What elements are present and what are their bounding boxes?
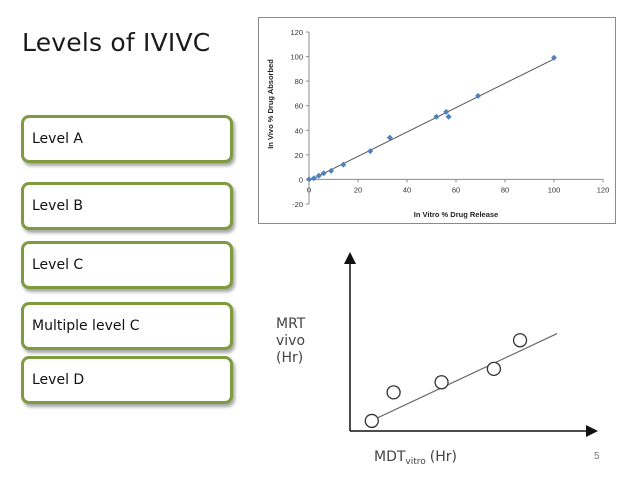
chart1-data-point bbox=[433, 113, 440, 120]
chart1-x-tick-label: 20 bbox=[354, 185, 362, 194]
chart1-y-tick-label: -20 bbox=[292, 200, 303, 209]
chart1-y-tick-label: 40 bbox=[295, 126, 303, 135]
chart1-y-tick-label: 60 bbox=[295, 102, 303, 111]
ivivc-level-c-chart: MRT vivo (Hr) MDTvitro (Hr) bbox=[262, 246, 602, 468]
chart1-data-point bbox=[340, 161, 347, 168]
chart1-data-point bbox=[551, 54, 557, 61]
level-a-label: Level A bbox=[32, 131, 83, 147]
level-c-box[interactable]: Level C bbox=[21, 241, 233, 289]
chart2-data-point bbox=[512, 333, 528, 348]
chart1-x-tick-label: 40 bbox=[403, 185, 411, 194]
chart2-y-label-line-1: MRT bbox=[276, 316, 306, 332]
chart1-x-tick-label: 120 bbox=[597, 185, 610, 194]
level-d-label: Level D bbox=[32, 372, 85, 388]
chart1-trendline bbox=[308, 58, 555, 182]
chart1-y-tick-label: 100 bbox=[290, 53, 303, 62]
chart1-x-tick-label: 80 bbox=[501, 185, 509, 194]
chart1-data-point bbox=[328, 167, 335, 174]
chart1-y-tick-label: 20 bbox=[295, 151, 303, 160]
chart1-data-point bbox=[445, 113, 452, 120]
chart1-data-point bbox=[306, 176, 312, 183]
multiple-level-c-label: Multiple level C bbox=[32, 318, 140, 334]
level-d-box[interactable]: Level D bbox=[21, 356, 233, 404]
multiple-level-c-box[interactable]: Multiple level C bbox=[21, 302, 233, 350]
chart1-data-point bbox=[367, 148, 374, 155]
chart2-svg: MRT vivo (Hr) MDTvitro (Hr) bbox=[276, 252, 598, 467]
chart1-y-tick-label: 80 bbox=[295, 77, 303, 86]
chart1-data-point bbox=[320, 170, 327, 177]
chart1-data-point bbox=[315, 172, 322, 179]
chart2-x-label-main: MDT bbox=[374, 449, 406, 465]
slide-title: Levels of IVIVC bbox=[22, 28, 211, 57]
chart1-data-point bbox=[475, 92, 482, 99]
chart1-data-point bbox=[310, 175, 317, 182]
chart1-data-point bbox=[443, 108, 450, 115]
chart1-data-point bbox=[386, 134, 393, 141]
chart2-x-label-sub: vitro bbox=[405, 457, 426, 467]
chart2-data-point bbox=[364, 413, 379, 429]
chart1-y-axis-label: In Vivo % Drug Absorbed bbox=[266, 59, 275, 149]
chart2-data-point bbox=[386, 385, 401, 400]
chart1-x-tick-label: 100 bbox=[548, 185, 561, 194]
chart2-data-point bbox=[486, 361, 502, 376]
page-number: 5 bbox=[594, 451, 600, 462]
chart2-y-label-line-3: (Hr) bbox=[276, 350, 303, 366]
level-b-box[interactable]: Level B bbox=[21, 182, 233, 230]
chart1-y-tick-label: 120 bbox=[290, 28, 303, 37]
chart2-trendline bbox=[367, 333, 558, 424]
chart1-y-tick-label: 0 bbox=[299, 175, 303, 184]
level-a-box[interactable]: Level A bbox=[21, 115, 233, 163]
chart2-data-point bbox=[434, 375, 449, 390]
chart1-x-axis-label: In Vitro % Drug Release bbox=[414, 210, 498, 219]
level-c-label: Level C bbox=[32, 257, 84, 273]
chart2-x-label-unit: (Hr) bbox=[430, 449, 457, 465]
chart2-y-label-line-2: vivo bbox=[276, 333, 305, 349]
chart2-x-axis-label: MDTvitro (Hr) bbox=[374, 449, 457, 467]
chart1-x-tick-label: 60 bbox=[452, 185, 460, 194]
level-b-label: Level B bbox=[32, 198, 84, 214]
